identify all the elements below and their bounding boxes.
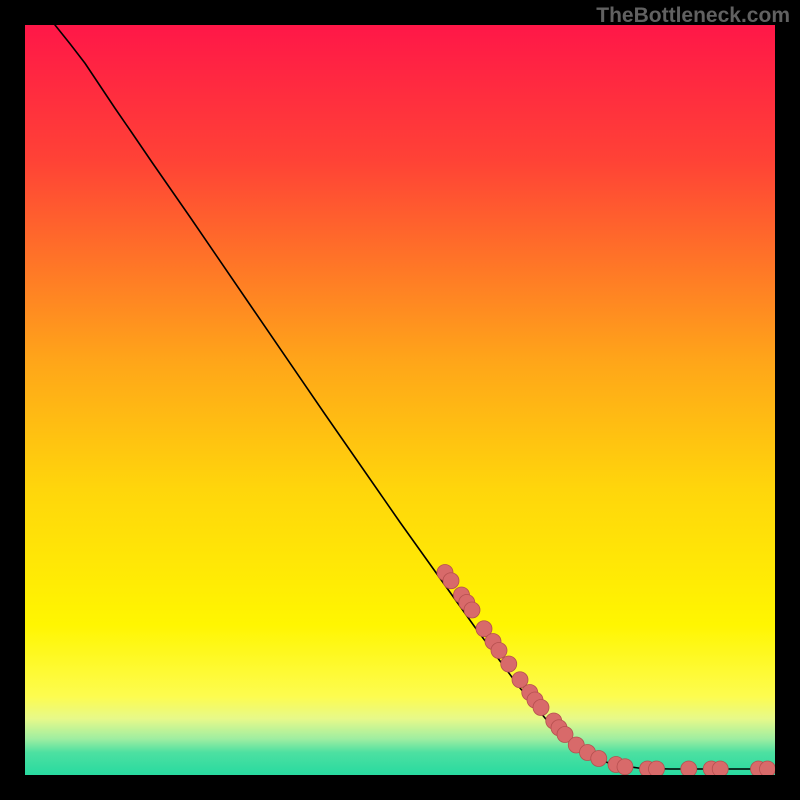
marker-point <box>533 700 549 716</box>
attribution-text: TheBottleneck.com <box>596 4 790 28</box>
marker-point <box>760 761 776 775</box>
marker-point <box>464 602 480 618</box>
marker-point <box>649 761 665 775</box>
marker-point <box>591 751 607 767</box>
marker-point <box>712 761 728 775</box>
plot-area <box>25 25 775 775</box>
marker-point <box>501 656 517 672</box>
marker-point <box>491 643 507 659</box>
marker-point <box>681 761 697 775</box>
gradient-background <box>25 25 775 775</box>
chart-frame: TheBottleneck.com <box>0 0 800 800</box>
chart-svg <box>25 25 775 775</box>
marker-point <box>617 759 633 775</box>
marker-point <box>443 573 459 589</box>
